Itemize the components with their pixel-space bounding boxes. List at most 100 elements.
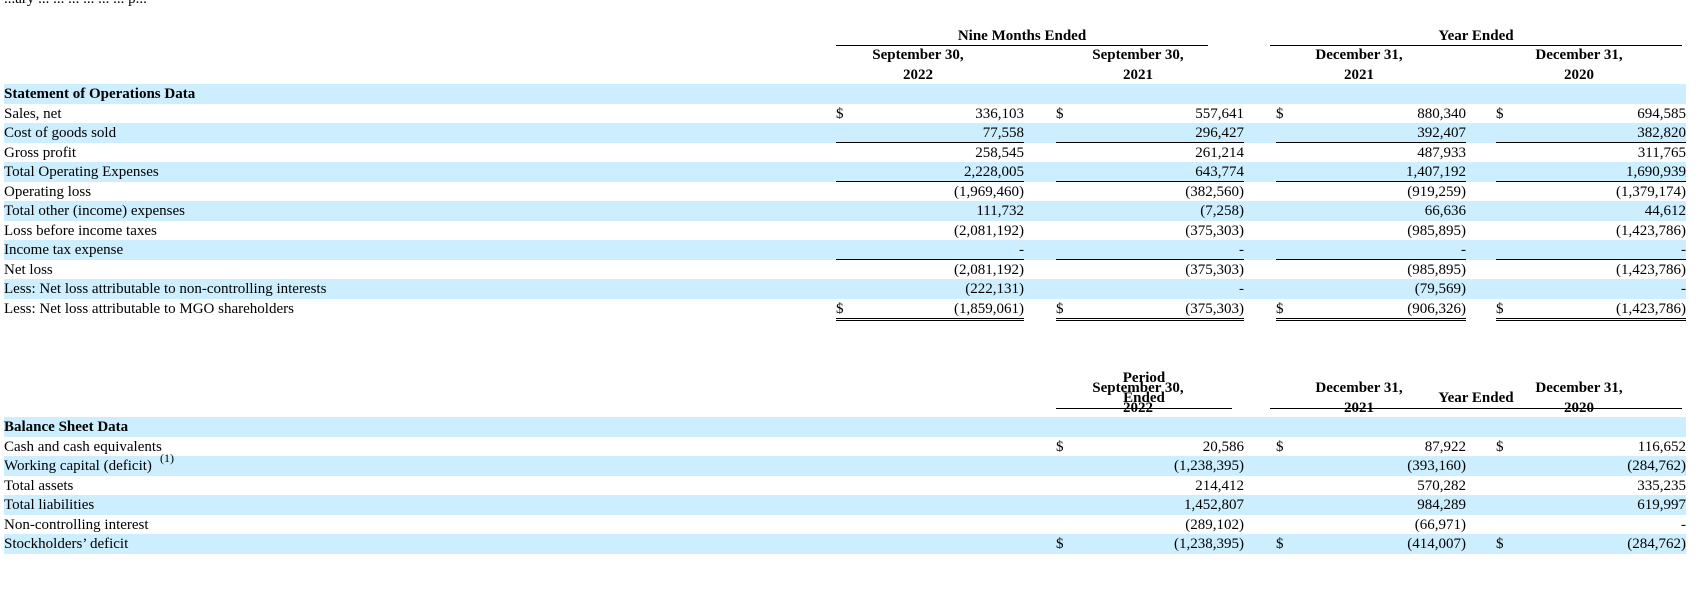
double-underline [1056,317,1244,321]
bal-col-header-2-line1: December 31, [1315,380,1403,396]
table-cell-value: (906,326) [1407,300,1466,317]
table-cell-value: 261,214 [1195,144,1244,161]
table-cell-value: (985,895) [1407,222,1466,239]
table-cell-value: 1,690,939 [1626,164,1686,180]
table-cell-value: (66,971) [1414,516,1466,533]
currency-symbol: $ [1056,438,1064,455]
row-label: Net loss [4,261,53,278]
bal-group-header-year-ended: Year Ended [1438,390,1514,406]
table-cell-value: 116,652 [1637,438,1686,455]
table-cell-value: (1,238,395) [1174,458,1244,474]
table-row: Non-controlling interest (289,102) (66,971… [4,515,1686,535]
table-cell-value: (289,102) [1185,516,1244,533]
table-row: Cash and cash equivalents $20,586 $87,922 $… [4,437,1686,457]
single-underline [836,181,1024,182]
single-underline [1496,142,1686,143]
row-label: Total liabilities [4,497,95,513]
currency-symbol: $ [1056,536,1064,552]
table-cell-value: - [1239,281,1244,297]
table-cell-value: (284,762) [1627,458,1686,474]
table-cell-value: (985,895) [1407,261,1466,278]
bal-group-rule-1 [1056,408,1232,409]
bal-section-row: Balance Sheet Data [4,417,1686,437]
table-cell-value: (919,259) [1407,183,1466,200]
currency-symbol: $ [1276,105,1284,122]
table-row: Loss before income taxes (2,081,192) (375,… [4,221,1686,241]
table-cell-value: (222,131) [965,281,1024,297]
row-label: Operating loss [4,183,92,200]
currency-symbol: $ [1056,105,1064,122]
table-cell-value: 296,427 [1195,125,1244,141]
table-cell-value: (1,423,786) [1616,300,1686,317]
ops-col-header-4-line1: December 31, [1535,47,1623,63]
single-underline [1276,259,1466,260]
table-row: Less: Net loss attributable to non-contr… [4,279,1686,299]
table-cell-value: 382,820 [1637,125,1686,141]
bal-col-header-3-line2: 2020 [1564,400,1594,416]
table-cell-value: 880,340 [1417,105,1466,122]
table-row: Net loss (2,081,192) (375,303) (985,895) (1,… [4,260,1686,280]
bal-col-header-1-line1: September 30, [1092,380,1184,396]
table-cell-value: 258,545 [975,144,1024,161]
table-cell-value: (393,160) [1407,458,1466,474]
ops-col-header-2-line2: 2021 [1123,67,1153,83]
table-cell-value: (1,859,061) [954,300,1024,317]
double-underline [1496,317,1686,321]
table-cell-value: (375,303) [1185,300,1244,317]
ops-group-rule-1 [836,45,1208,46]
table-cell-value: (1,969,460) [954,183,1024,200]
row-label: Less: Net loss attributable to non-contr… [4,281,327,297]
table-row: Sales, net $336,103 $557,641 $880,340 $694,5… [4,104,1686,124]
table-cell-value: (79,569) [1414,281,1466,297]
ops-section-title: Statement of Operations Data [4,86,196,102]
single-underline [1496,181,1686,182]
table-cell-value: 77,558 [982,125,1024,141]
table-row: Operating loss (1,969,460) (382,560) (919,2… [4,182,1686,202]
table-cell-value: (7,258) [1200,203,1244,219]
table-row: Total liabilities 1,452,807 984,289 619,997 [4,495,1686,515]
ops-col-header-2-line1: September 30, [1092,47,1184,63]
table-cell-value: 619,997 [1637,497,1686,513]
currency-symbol: $ [1496,300,1504,317]
currency-symbol: $ [1496,105,1504,122]
table-cell-value: 87,922 [1424,438,1466,455]
single-underline [1276,142,1466,143]
row-label: Total assets [4,477,74,494]
currency-symbol: $ [1496,536,1504,552]
row-label: Less: Net loss attributable to MGO share… [4,300,294,317]
ops-group-header-nine-months: Nine Months Ended [957,28,1087,44]
currency-symbol: $ [1276,536,1284,552]
table-cell-value: 336,103 [975,105,1024,122]
currency-symbol: $ [1276,438,1284,455]
row-label: Income tax expense [4,242,124,258]
table-cell-value: (2,081,192) [954,222,1024,239]
table-cell-value: - [1239,242,1244,258]
table-row: Less: Net loss attributable to MGO share… [4,299,1686,321]
table-cell-value: - [1019,242,1024,258]
top-partial-text: ...ary ... ... ... ... ... ... p... [4,0,147,8]
table-cell-value: 335,235 [1637,477,1686,494]
table-cell-value: (2,081,192) [954,261,1024,278]
ops-col-header-4-line2: 2020 [1564,67,1594,83]
table-cell-value: 984,289 [1417,497,1466,513]
table-cell-value: (375,303) [1185,222,1244,239]
bal-group-header-ended: Ended [1123,390,1165,406]
single-underline [1496,259,1686,260]
table-row: Cost of goods sold 77,558 296,427 392,407 38… [4,123,1686,143]
ops-col-header-3-line1: December 31, [1315,47,1403,63]
row-label: Loss before income taxes [4,222,157,239]
table-cell-value: (284,762) [1627,536,1686,552]
currency-symbol: $ [836,105,844,122]
row-label: Cash and cash equivalents [4,438,162,455]
currency-symbol: $ [1276,300,1284,317]
row-label: Cost of goods sold [4,125,117,141]
bal-section-title: Balance Sheet Data [4,419,129,435]
table-cell-value: 694,585 [1637,105,1686,122]
currency-symbol: $ [836,300,844,317]
single-underline [1056,259,1244,260]
table-row: Stockholders’ deficit $ (1,238,395) $ (414,0… [4,534,1686,554]
currency-symbol: $ [1496,438,1504,455]
table-cell-value: 20,586 [1202,438,1244,455]
table-cell-value: (414,007) [1407,536,1466,552]
ops-col-header-1-line1: September 30, [872,47,964,63]
